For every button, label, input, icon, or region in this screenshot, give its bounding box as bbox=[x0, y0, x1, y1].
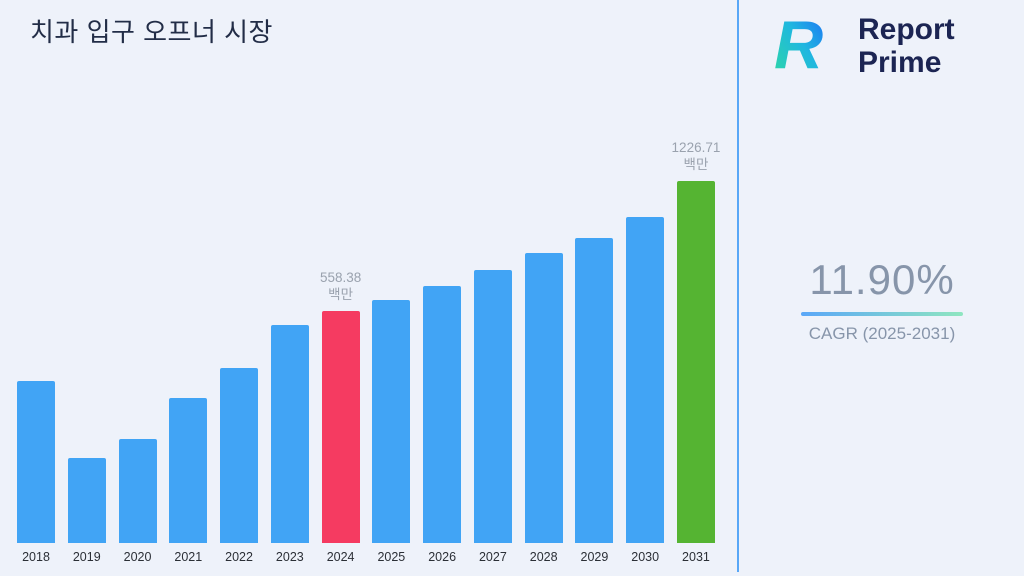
svg-text:R: R bbox=[774, 8, 823, 80]
bar-group-2029: 2029 bbox=[572, 238, 616, 564]
cagr-value: 11.90% bbox=[809, 256, 955, 303]
x-tick-label-2019: 2019 bbox=[72, 550, 101, 564]
bar-group-2022: 2022 bbox=[217, 368, 261, 564]
x-tick-label-2030: 2030 bbox=[631, 550, 660, 564]
bar-group-2023: 2023 bbox=[268, 325, 312, 564]
bar-group-2028: 2028 bbox=[522, 253, 566, 564]
x-tick-label-2027: 2027 bbox=[478, 550, 507, 564]
page-title: 치과 입구 오프너 시장 bbox=[30, 17, 273, 47]
bar-group-2027: 2027 bbox=[471, 270, 515, 564]
report-prime-logo-icon: R bbox=[772, 7, 850, 85]
bar-group-2020: 2020 bbox=[116, 439, 160, 564]
cagr-underline bbox=[801, 312, 963, 316]
bar-chart: 2018 2019 2020 2021 2022 2023 558.38 백만 2024 2025… bbox=[14, 140, 721, 564]
cagr-block: 11.90% CAGR (2025-2031) bbox=[752, 256, 1012, 344]
bar-2030 bbox=[626, 217, 665, 543]
bar-group-2026: 2026 bbox=[420, 286, 464, 564]
bar-group-2019: 2019 bbox=[65, 458, 109, 564]
brand-name-line1: Report bbox=[858, 13, 955, 47]
x-tick-label-2024: 2024 bbox=[326, 550, 355, 564]
x-tick-label-2026: 2026 bbox=[428, 550, 457, 564]
x-tick-label-2020: 2020 bbox=[123, 550, 152, 564]
bar-group-2018: 2018 bbox=[14, 381, 58, 564]
bar-2028 bbox=[524, 253, 563, 543]
x-tick-label-2029: 2029 bbox=[580, 550, 609, 564]
bar-group-2030: 2030 bbox=[623, 217, 667, 564]
bar-value-label-2031: 1226.71 백만 bbox=[671, 139, 721, 173]
bar-2021 bbox=[169, 398, 208, 543]
bar-2026 bbox=[423, 286, 462, 543]
bar-group-2031: 1226.71 백만 2031 bbox=[672, 140, 721, 564]
x-tick-label-2023: 2023 bbox=[275, 550, 304, 564]
x-tick-label-2028: 2028 bbox=[529, 550, 558, 564]
bar-value-label-2024: 558.38 백만 bbox=[319, 269, 362, 303]
bar-2019 bbox=[67, 458, 106, 543]
x-tick-label-2021: 2021 bbox=[174, 550, 203, 564]
bar-group-2025: 2025 bbox=[369, 300, 413, 564]
bar-2018 bbox=[17, 381, 55, 543]
x-tick-label-2031: 2031 bbox=[682, 550, 710, 564]
bar-2022 bbox=[220, 368, 259, 543]
bar-2031 bbox=[676, 181, 715, 543]
bar-2023 bbox=[270, 325, 309, 543]
cagr-label: CAGR (2025-2031) bbox=[808, 324, 956, 343]
x-tick-label-2022: 2022 bbox=[225, 550, 253, 564]
bar-2025 bbox=[372, 300, 411, 543]
bar-2020 bbox=[118, 439, 157, 543]
bar-2029 bbox=[575, 238, 614, 543]
brand-name: Report Prime bbox=[858, 13, 955, 79]
vertical-divider bbox=[737, 0, 739, 572]
bar-2024 bbox=[321, 311, 360, 543]
bar-group-2021: 2021 bbox=[166, 398, 210, 564]
brand-name-line2: Prime bbox=[858, 45, 942, 79]
x-tick-label-2018: 2018 bbox=[22, 550, 50, 564]
bar-group-2024: 558.38 백만 2024 bbox=[319, 270, 363, 564]
x-tick-label-2025: 2025 bbox=[377, 550, 406, 564]
bar-2027 bbox=[473, 270, 512, 543]
brand-logo: R Report Prime bbox=[772, 7, 955, 85]
